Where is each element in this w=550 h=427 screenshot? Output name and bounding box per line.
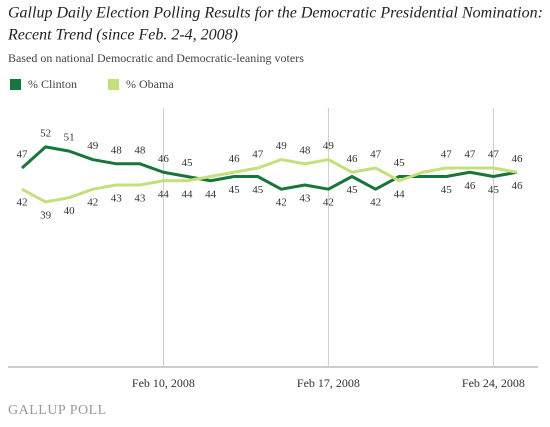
data-label: 47 [370,149,382,161]
data-label: 39 [40,209,52,221]
legend-swatch [108,79,119,90]
legend-label: % Clinton [28,77,77,91]
chart-title: Gallup Daily Election Polling Results fo… [8,5,543,22]
data-label: 46 [512,153,524,165]
data-label: 45 [441,184,453,196]
data-label: 42 [276,197,287,209]
data-label: 43 [134,192,146,204]
data-label: 46 [229,153,241,165]
data-label: 47 [252,149,264,161]
data-label: 47 [488,149,500,161]
subtitle: Based on national Democratic and Democra… [8,51,304,65]
data-label: 42 [370,197,381,209]
data-label: 48 [134,144,146,156]
chart-title: Recent Trend (since Feb. 2-4, 2008) [7,27,238,44]
series-line [21,158,518,204]
data-label: 43 [111,192,123,204]
data-label: 46 [464,180,476,192]
data-label: 46 [347,153,359,165]
data-label: 47 [464,149,476,161]
data-label: 44 [182,188,194,200]
data-label: 40 [64,205,76,217]
data-label: 46 [512,180,524,192]
data-label: 45 [182,157,194,169]
legend-swatch [10,79,21,90]
data-label: 52 [40,127,51,139]
data-label: 49 [87,140,99,152]
x-tick-label: Feb 10, 2008 [132,376,195,390]
data-label: 45 [347,184,359,196]
data-label: 45 [252,184,264,196]
data-label: 48 [111,144,123,156]
data-label: 43 [299,192,311,204]
data-label: 46 [158,153,170,165]
data-label: 49 [323,140,335,152]
data-label: 45 [394,157,406,169]
data-label: 44 [394,188,406,200]
data-label: 51 [64,132,75,144]
source: GALLUP POLL [8,403,107,418]
x-tick-label: Feb 24, 2008 [462,376,525,390]
series-line [20,145,518,191]
data-label: 49 [276,140,288,152]
data-label: 44 [205,188,217,200]
legend-label: % Obama [126,77,174,91]
data-label: 45 [229,184,241,196]
data-label: 45 [488,184,500,196]
x-tick-label: Feb 17, 2008 [297,376,360,390]
data-label: 48 [299,144,311,156]
data-label: 42 [87,197,98,209]
data-label: 47 [17,149,29,161]
data-label: 42 [17,197,28,209]
data-label: 42 [323,197,334,209]
data-label: 44 [158,188,170,200]
data-label: 47 [441,149,453,161]
